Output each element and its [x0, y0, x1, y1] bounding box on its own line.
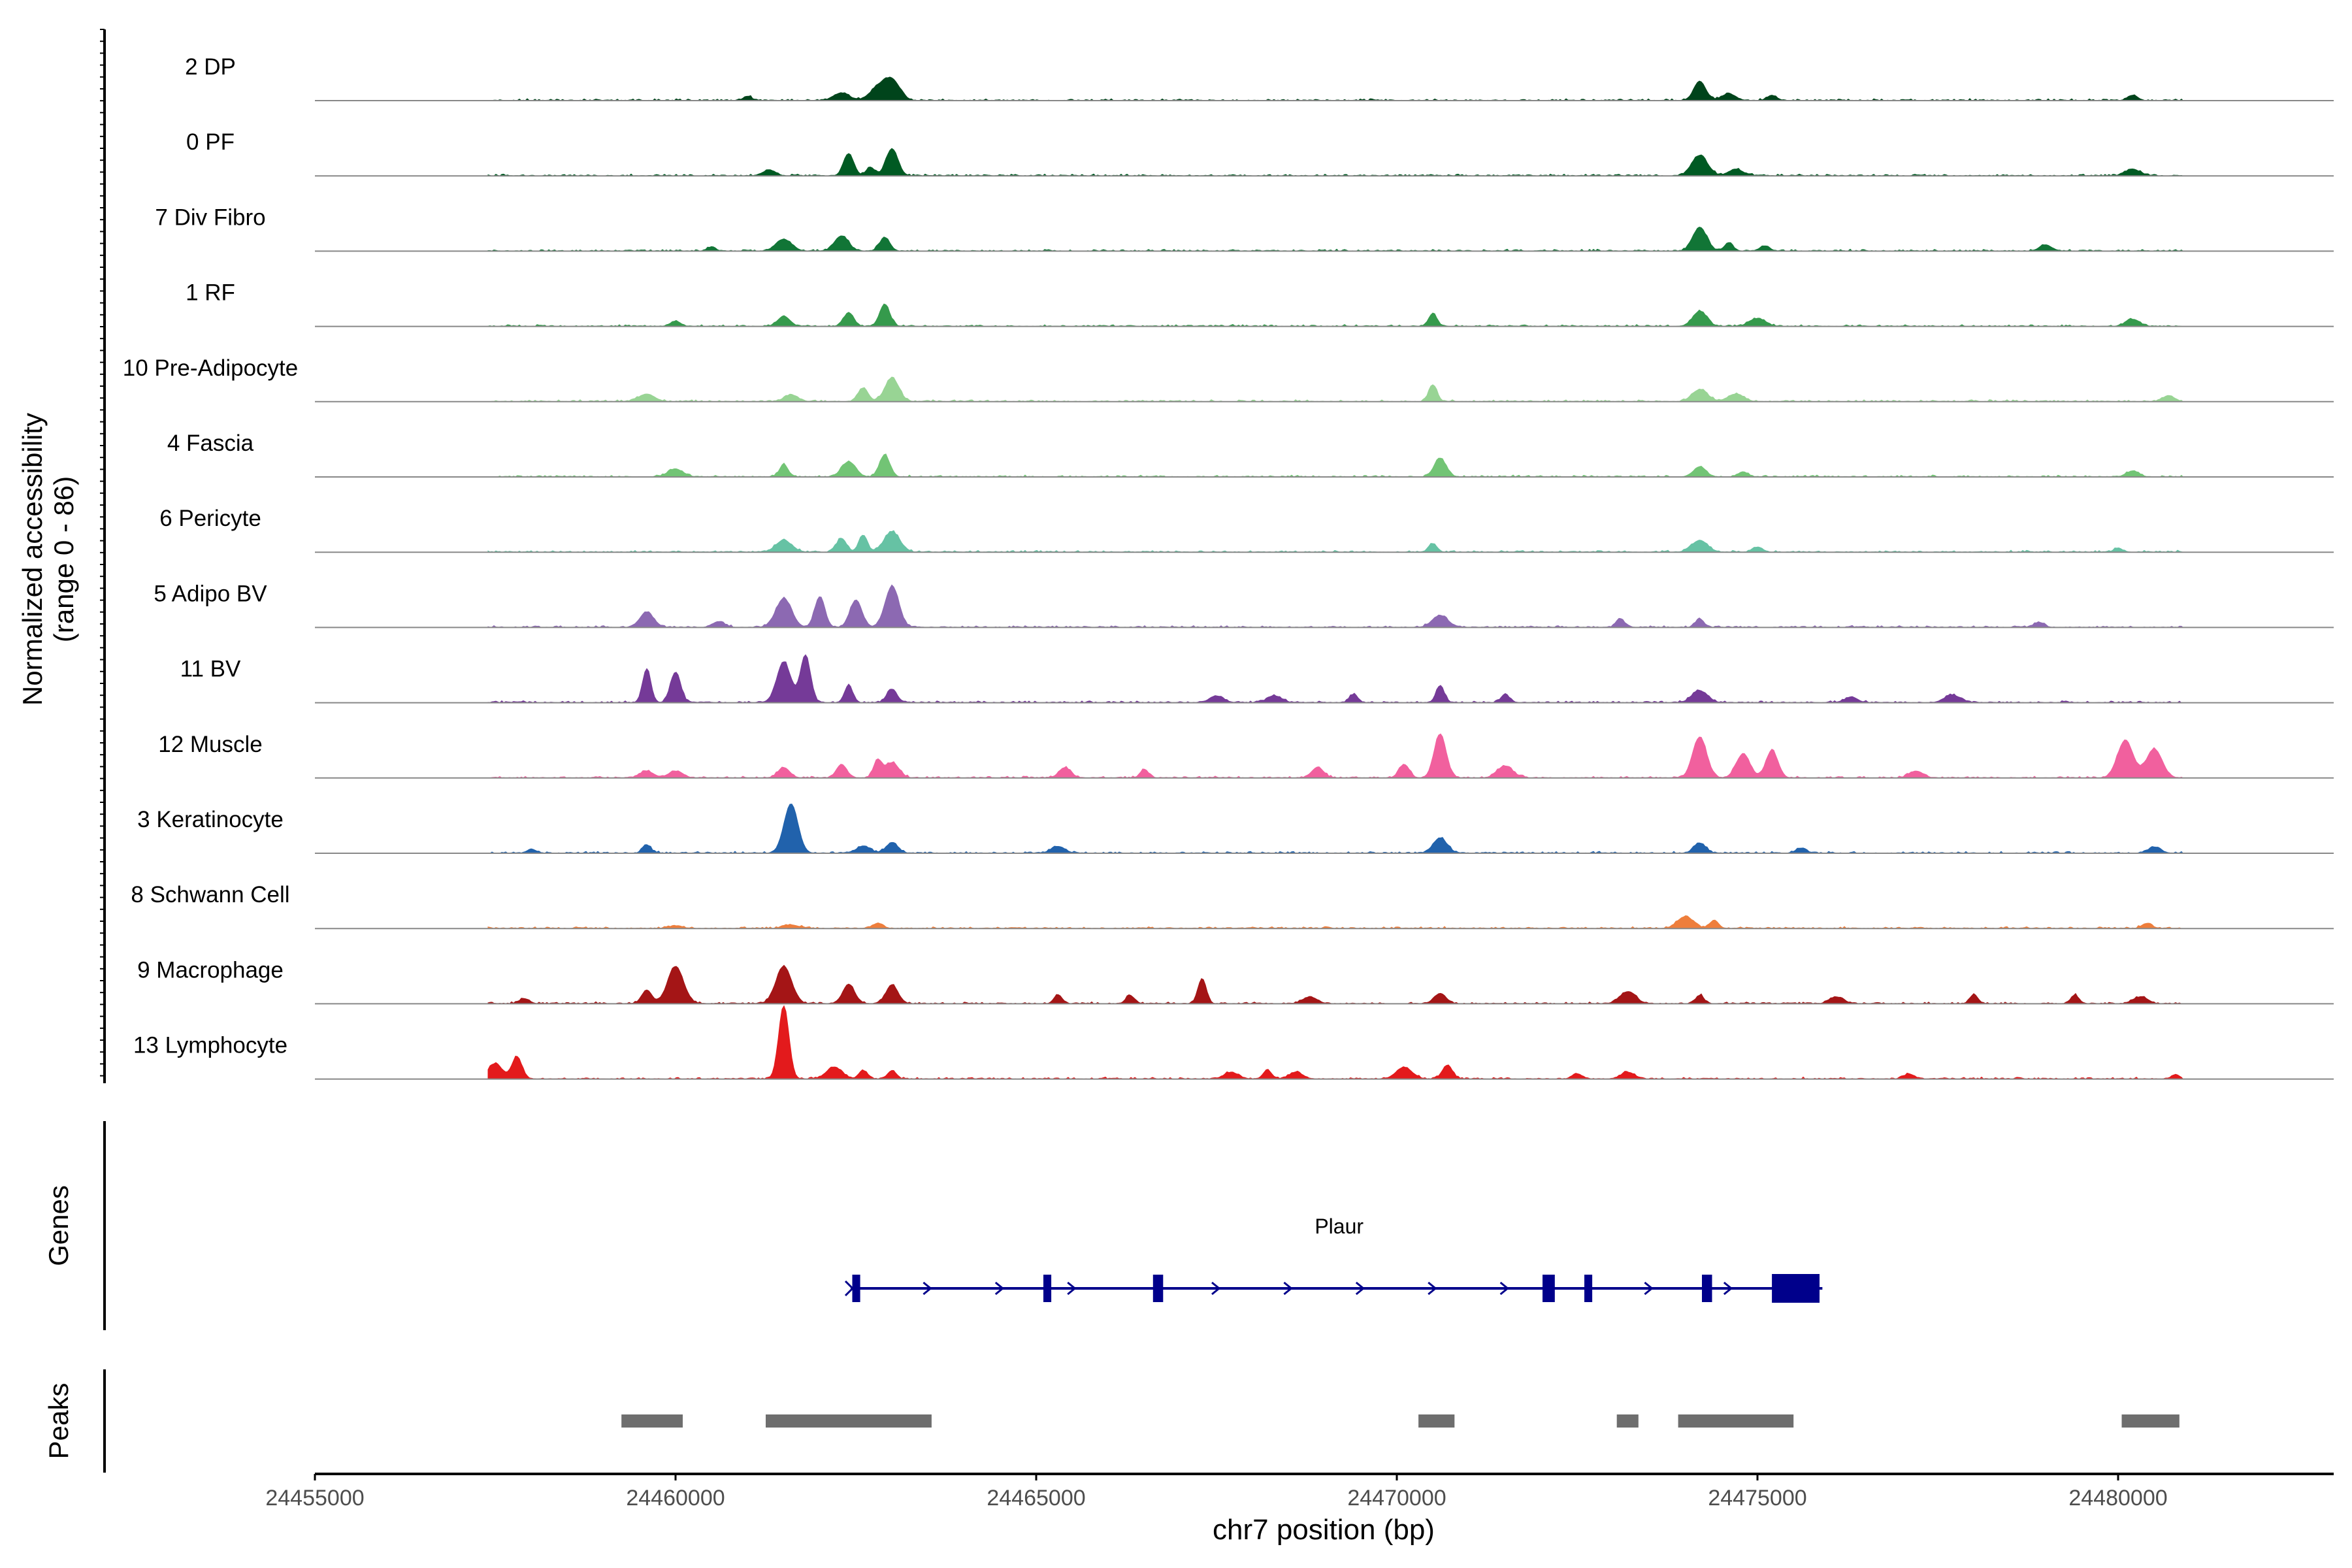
track-label: 7 Div Fibro	[155, 204, 265, 230]
track-13-lymphocyte: 13 Lymphocyte	[133, 1005, 2334, 1080]
x-tick-label: 24455000	[265, 1486, 364, 1511]
track-label: 5 Adipo BV	[154, 581, 267, 606]
track-7-div-fibro: 7 Div Fibro	[155, 204, 2334, 252]
track-label: 0 PF	[186, 129, 235, 155]
gene-name-label: Plaur	[1315, 1215, 1364, 1238]
strand-arrow	[1428, 1281, 1437, 1296]
track-label: 9 Macrophage	[137, 957, 284, 983]
x-tick-label: 24480000	[2068, 1486, 2167, 1511]
x-axis-title: chr7 position (bp)	[1213, 1514, 1435, 1546]
peak-region	[621, 1414, 683, 1428]
track-11-bv: 11 BV	[180, 654, 2334, 704]
coverage-area	[487, 76, 2184, 101]
track-1-rf: 1 RF	[186, 280, 2334, 327]
peak-region	[766, 1414, 932, 1428]
peak-regions	[621, 1414, 2180, 1428]
coverage-area	[488, 804, 2184, 854]
x-tick-label: 24460000	[626, 1486, 725, 1511]
gene-exon	[1152, 1275, 1164, 1302]
track-10-pre-adipocyte: 10 Pre-Adipocyte	[123, 355, 2334, 402]
gene-exon	[1772, 1274, 1820, 1303]
gene-exon	[1584, 1275, 1593, 1302]
track-8-schwann-cell: 8 Schwann Cell	[131, 882, 2334, 930]
gene-model	[844, 1274, 1823, 1303]
strand-arrow	[1283, 1281, 1293, 1296]
coverage-area	[487, 654, 2183, 704]
track-label: 6 Pericyte	[159, 506, 261, 531]
track-4-fascia: 4 Fascia	[167, 431, 2334, 478]
track-9-macrophage: 9 Macrophage	[137, 957, 2334, 1005]
track-label: 3 Keratinocyte	[137, 807, 284, 832]
strand-arrow	[1067, 1281, 1077, 1296]
peaks-track-label: Peaks	[43, 1383, 74, 1460]
strand-arrow	[994, 1281, 1005, 1296]
coverage-area	[487, 915, 2183, 929]
coverage-area	[487, 530, 2183, 553]
track-0-pf: 0 PF	[186, 129, 2334, 177]
track-5-adipo-bv: 5 Adipo BV	[154, 581, 2334, 629]
coverage-area	[487, 1005, 2184, 1080]
y-axis-range-label: (range 0 - 86)	[48, 476, 79, 642]
gene-exon	[1702, 1275, 1712, 1302]
strand-arrow	[1644, 1281, 1654, 1296]
genes-track-label: Genes	[43, 1185, 74, 1266]
coverage-area	[487, 584, 2184, 628]
coverage-area	[487, 376, 2184, 402]
x-tick-label: 24470000	[1347, 1486, 1446, 1511]
track-label: 10 Pre-Adipocyte	[123, 355, 298, 381]
peak-region	[1678, 1414, 1794, 1428]
track-6-pericyte: 6 Pericyte	[159, 506, 2334, 553]
coverage-area	[487, 453, 2184, 478]
x-tick-label: 24465000	[987, 1486, 1085, 1511]
track-3-keratinocyte: 3 Keratinocyte	[137, 804, 2334, 854]
gene-exon	[852, 1275, 860, 1302]
coverage-area	[487, 733, 2185, 779]
peak-region	[1616, 1414, 1639, 1428]
x-tick-label: 24475000	[1708, 1486, 1806, 1511]
track-label: 2 DP	[185, 54, 236, 80]
coverage-tracks: 2 DP 0 PF 7 Div Fibro 1 RF 10 Pre-Adipocyte 4…	[123, 54, 2334, 1080]
track-label: 1 RF	[186, 280, 235, 306]
gene-exon	[1043, 1275, 1052, 1302]
y-axis-label: Normalized accessibility	[17, 413, 48, 706]
strand-arrow	[1211, 1281, 1221, 1296]
track-12-muscle: 12 Muscle	[158, 732, 2334, 779]
x-axis-ticks: 24455000 24460000 24465000 24470000 24475000…	[265, 1474, 2168, 1511]
track-label: 4 Fascia	[167, 431, 254, 456]
coverage-area	[487, 227, 2184, 252]
track-2-dp: 2 DP	[185, 54, 2334, 101]
peak-region	[1418, 1414, 1455, 1428]
strand-arrow	[844, 1280, 855, 1297]
gene-exon	[1543, 1275, 1555, 1302]
peak-region	[2121, 1414, 2180, 1428]
coverage-area	[487, 148, 2183, 176]
strand-arrow	[923, 1281, 932, 1296]
track-label: 13 Lymphocyte	[133, 1033, 287, 1058]
coverage-y-ticks	[100, 29, 105, 1077]
strand-arrow	[1723, 1281, 1733, 1296]
strand-arrow	[1355, 1281, 1365, 1296]
track-label: 8 Schwann Cell	[131, 882, 289, 907]
coverage-area	[487, 303, 2183, 327]
strand-arrow	[1499, 1281, 1509, 1296]
coverage-area	[487, 964, 2183, 1005]
track-label: 11 BV	[180, 657, 241, 682]
track-label: 12 Muscle	[158, 732, 263, 757]
